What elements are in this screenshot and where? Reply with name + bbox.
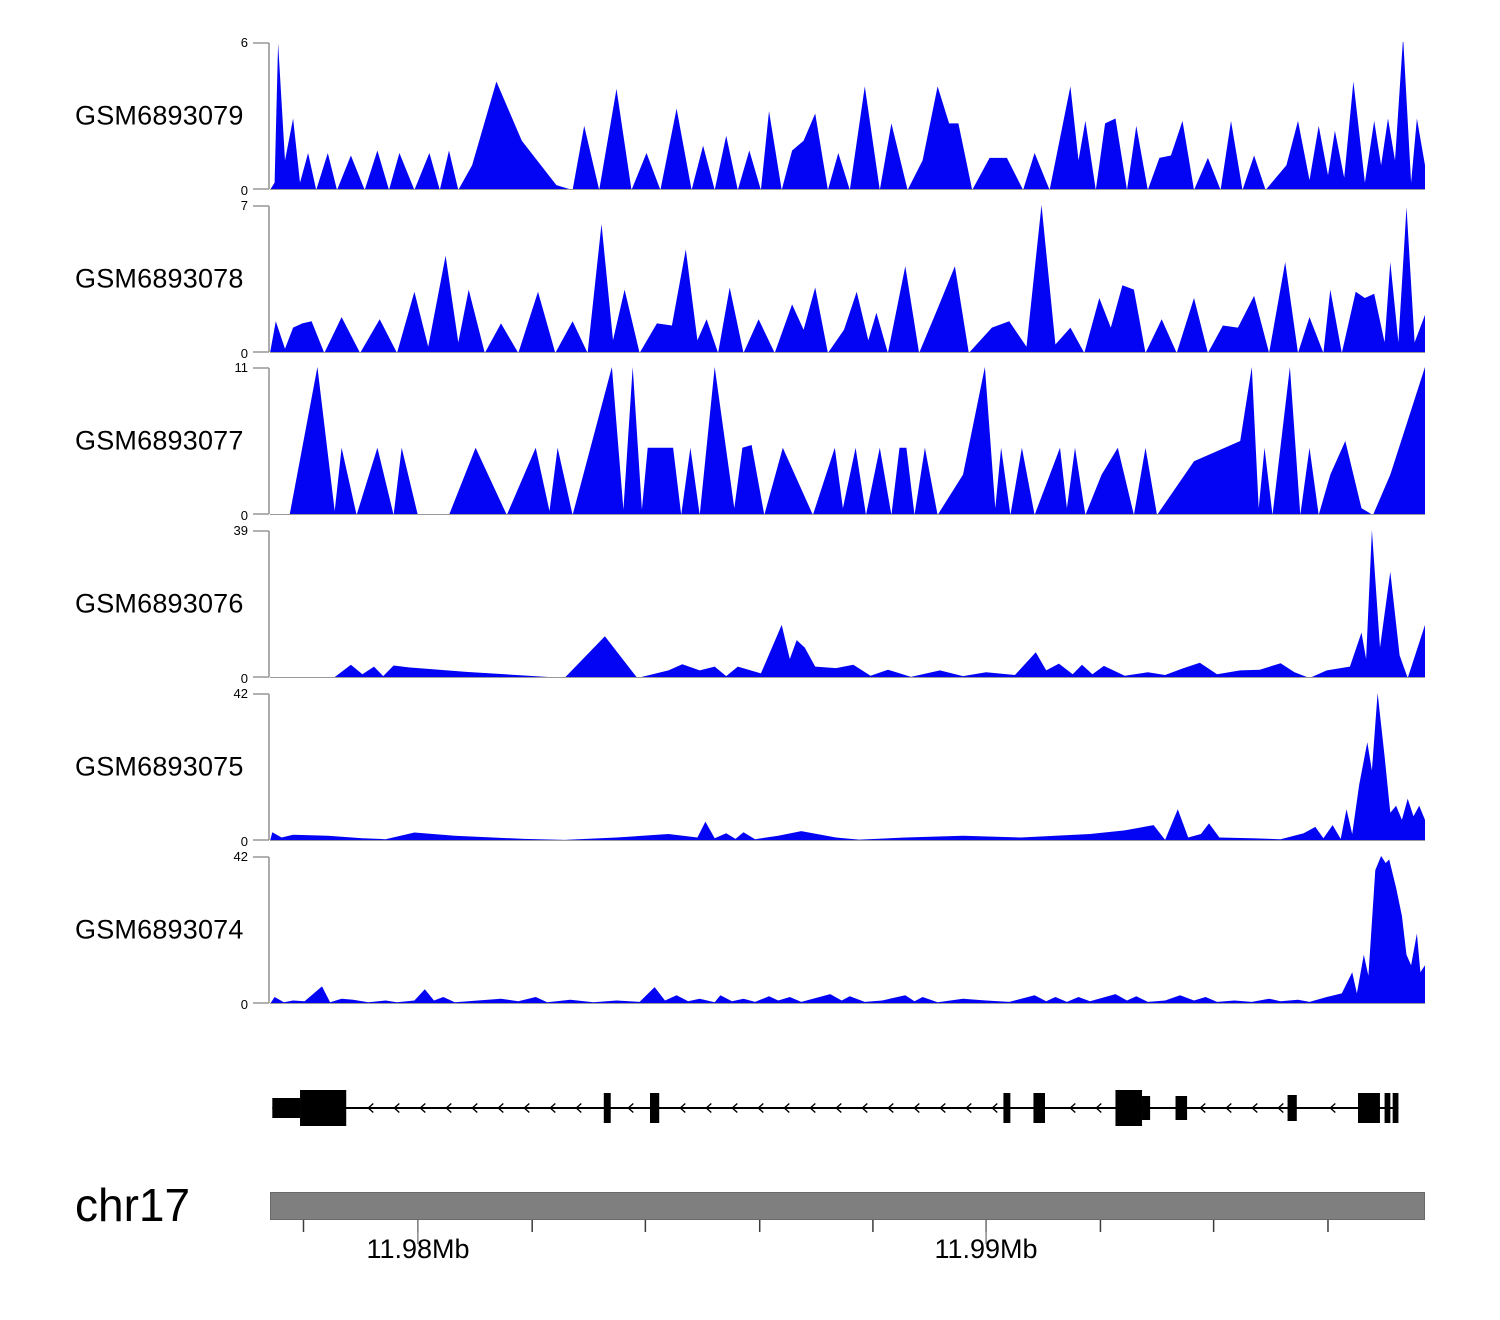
track-label: GSM6893078 bbox=[75, 263, 244, 294]
y-axis-bracket bbox=[253, 530, 270, 678]
y-axis-zero-label: 0 bbox=[240, 834, 248, 849]
coverage-track-gsm6893075: GSM6893075 42 0 bbox=[0, 687, 1500, 848]
y-axis-max-label: 42 bbox=[233, 686, 248, 701]
coverage-area-plot bbox=[270, 856, 1425, 1004]
coverage-area-plot bbox=[270, 42, 1425, 190]
y-axis-max-label: 6 bbox=[240, 35, 248, 50]
y-axis-bracket bbox=[253, 205, 270, 353]
coverage-area-plot bbox=[270, 205, 1425, 353]
y-axis-zero-label: 0 bbox=[240, 346, 248, 361]
chromosome-ruler-ticks bbox=[302, 1220, 1329, 1244]
coverage-area-plot bbox=[270, 530, 1425, 678]
y-axis-zero-label: 0 bbox=[240, 508, 248, 523]
y-axis-max-label: 39 bbox=[233, 523, 248, 538]
y-axis-max-label: 42 bbox=[233, 849, 248, 864]
coverage-track-gsm6893078: GSM6893078 7 0 bbox=[0, 199, 1500, 360]
coverage-track-gsm6893079: GSM6893079 6 0 bbox=[0, 36, 1500, 197]
y-axis-bracket bbox=[253, 367, 270, 515]
ruler-position-label: 11.98Mb bbox=[366, 1234, 470, 1264]
coverage-area-plot bbox=[270, 367, 1425, 515]
track-label: GSM6893077 bbox=[75, 425, 244, 456]
y-axis-max-label: 7 bbox=[240, 198, 248, 213]
y-axis-max-label: 11 bbox=[234, 360, 249, 375]
y-axis-bracket bbox=[253, 693, 270, 841]
coverage-area-plot bbox=[270, 693, 1425, 841]
track-label: GSM6893074 bbox=[75, 914, 244, 945]
chromosome-ruler-bar bbox=[270, 1192, 1425, 1220]
coverage-track-gsm6893076: GSM6893076 39 0 bbox=[0, 524, 1500, 685]
track-label: GSM6893076 bbox=[75, 588, 244, 619]
track-label: GSM6893079 bbox=[75, 100, 244, 131]
y-axis-zero-label: 0 bbox=[240, 671, 248, 686]
track-label: GSM6893075 bbox=[75, 751, 244, 782]
chromosome-name-label: chr17 bbox=[75, 1179, 191, 1231]
y-axis-zero-label: 0 bbox=[240, 183, 248, 198]
y-axis-bracket bbox=[253, 856, 270, 1004]
gene-model-track bbox=[272, 1090, 1399, 1126]
y-axis-bracket bbox=[253, 42, 270, 190]
ruler-position-label: 11.99Mb bbox=[934, 1234, 1038, 1264]
coverage-track-gsm6893074: GSM6893074 42 0 bbox=[0, 850, 1500, 1011]
coverage-track-gsm6893077: GSM6893077 11 0 bbox=[0, 361, 1500, 522]
y-axis-zero-label: 0 bbox=[240, 997, 248, 1012]
